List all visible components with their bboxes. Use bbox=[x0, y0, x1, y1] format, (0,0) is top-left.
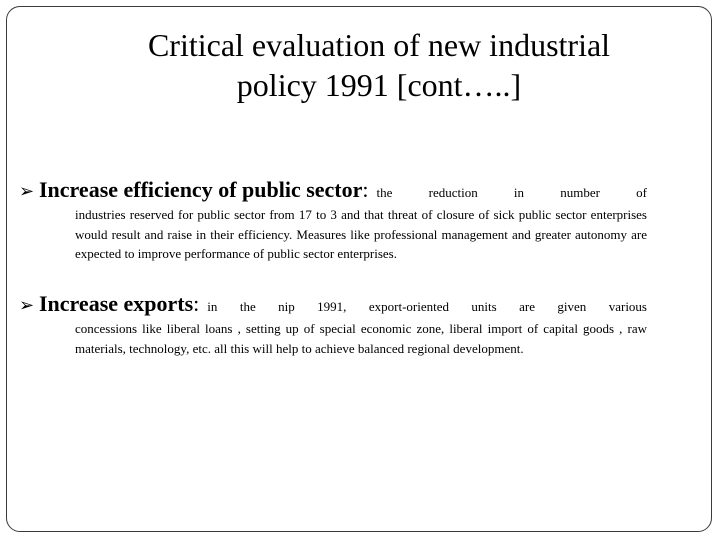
slide-title: Critical evaluation of new industrial po… bbox=[7, 25, 711, 105]
bullet-lead-text: the reduction in number of bbox=[376, 185, 647, 200]
bullet-colon: : bbox=[193, 291, 200, 316]
bullet-colon: : bbox=[362, 177, 369, 202]
arrow-bullet-icon: ➢ bbox=[19, 181, 35, 201]
slide: Critical evaluation of new industrial po… bbox=[6, 6, 712, 532]
bullet-body-text: industries reserved for public sector fr… bbox=[75, 207, 647, 261]
bullet-heading: Increase exports bbox=[39, 291, 194, 316]
bullet-heading: Increase efficiency of public sector bbox=[39, 177, 363, 202]
bullet-exports: ➢ Increase exports : in the nip 1991, ex… bbox=[19, 291, 647, 358]
bullet-efficiency: ➢ Increase efficiency of public sector :… bbox=[19, 177, 647, 264]
title-line-1: Critical evaluation of new industrial bbox=[147, 27, 611, 63]
arrow-bullet-icon: ➢ bbox=[19, 295, 35, 315]
bullet-body-text: concessions like liberal loans , setting… bbox=[75, 321, 647, 356]
title-line-2: policy 1991 [cont…..] bbox=[236, 67, 522, 103]
bullet-lead-text: in the nip 1991, export-oriented units a… bbox=[207, 299, 647, 314]
